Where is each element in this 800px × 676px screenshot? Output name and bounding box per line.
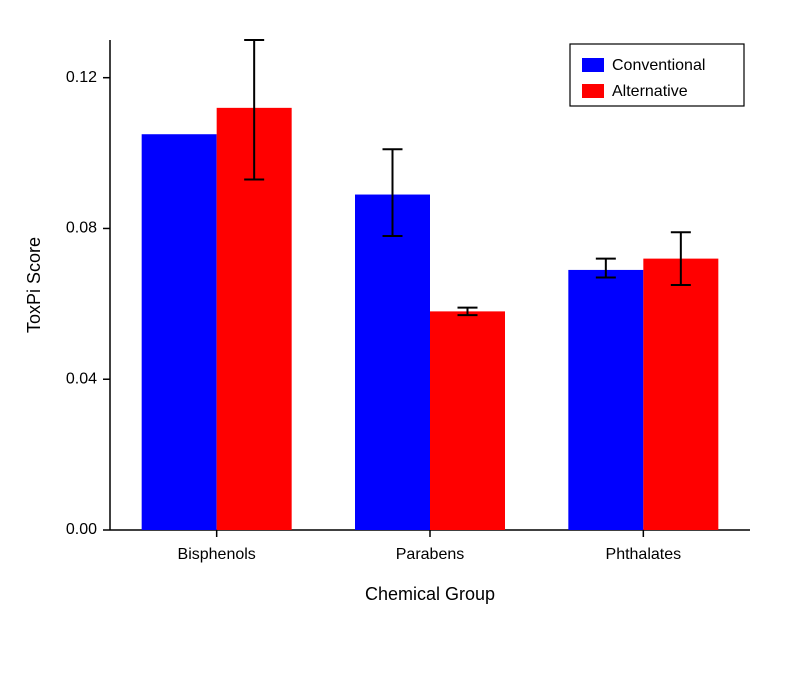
legend-swatch <box>582 58 604 72</box>
toxpi-score-bar-chart: 0.00 0.04 0.08 0.12 ToxPi Score Bisphenols Par… <box>0 0 800 676</box>
x-tick-label: Parabens <box>396 546 465 563</box>
y-tick-label: 0.08 <box>66 220 97 237</box>
bar-conventional-phthalates <box>568 270 643 530</box>
bar-alternative-parabens <box>430 311 505 530</box>
y-tick-label: 0.00 <box>66 521 97 538</box>
x-tick-label: Bisphenols <box>178 546 256 563</box>
legend-label: Conventional <box>612 57 705 74</box>
bar-conventional-bisphenols <box>142 134 217 530</box>
x-axis-label: Chemical Group <box>365 584 495 604</box>
bar-conventional-parabens <box>355 195 430 530</box>
y-tick-label: 0.12 <box>66 69 97 86</box>
x-tick-label: Phthalates <box>606 546 682 563</box>
legend-swatch <box>582 84 604 98</box>
bar-alternative-phthalates <box>643 259 718 530</box>
legend-label: Alternative <box>612 83 688 100</box>
y-axis-label: ToxPi Score <box>24 237 44 333</box>
y-tick-label: 0.04 <box>66 370 97 387</box>
